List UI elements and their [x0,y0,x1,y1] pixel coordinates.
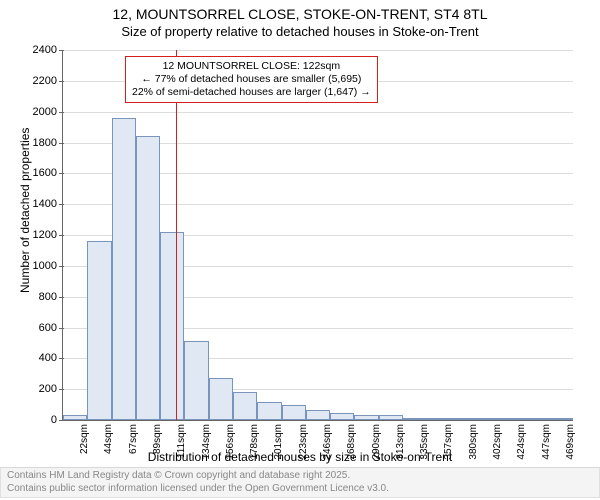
chart-container: 12, MOUNTSORREL CLOSE, STOKE-ON-TRENT, S… [0,0,600,500]
y-tick-label: 2200 [33,75,63,87]
chart-subtitle: Size of property relative to detached ho… [0,24,600,39]
y-tick-label: 2400 [33,44,63,56]
x-tick-label: 67sqm [128,420,139,454]
y-tick-label: 200 [39,383,63,395]
histogram-bar [160,232,184,420]
histogram-bar [209,378,233,420]
chart-title: 12, MOUNTSORREL CLOSE, STOKE-ON-TRENT, S… [0,0,600,22]
plot-region: 0200400600800100012001400160018002000220… [62,50,573,421]
y-tick-label: 0 [51,414,63,426]
y-axis-label: Number of detached properties [18,128,32,293]
y-tick-label: 1800 [33,137,63,149]
y-tick-label: 1600 [33,167,63,179]
histogram-bar [282,405,306,420]
histogram-bar [112,118,136,420]
histogram-bar [306,410,330,420]
x-axis-label: Distribution of detached houses by size … [0,450,600,464]
annotation-box: 12 MOUNTSORREL CLOSE: 122sqm← 77% of det… [125,56,378,103]
y-tick-label: 400 [39,352,63,364]
x-tick-label: 44sqm [103,420,114,454]
histogram-bar [330,413,354,420]
y-tick-label: 1400 [33,198,63,210]
annotation-line: 12 MOUNTSORREL CLOSE: 122sqm [132,60,371,73]
footer-line: Contains public sector information licen… [7,483,593,496]
reference-line [176,50,177,420]
y-tick-label: 2000 [33,106,63,118]
annotation-line: 22% of semi-detached houses are larger (… [132,86,371,99]
x-tick-label: 22sqm [79,420,90,454]
gridline [63,112,573,113]
histogram-bar [257,402,281,421]
histogram-bar [136,136,160,420]
y-tick-label: 1200 [33,229,63,241]
histogram-bar [184,341,208,420]
footer-line: Contains HM Land Registry data © Crown c… [7,470,593,483]
y-tick-label: 600 [39,322,63,334]
chart-area: 0200400600800100012001400160018002000220… [62,50,572,420]
y-tick-label: 800 [39,291,63,303]
annotation-line: ← 77% of detached houses are smaller (5,… [132,73,371,86]
x-tick-label: 89sqm [152,420,163,454]
attribution-footer: Contains HM Land Registry data © Crown c… [0,467,600,498]
histogram-bar [233,392,257,420]
histogram-bar [87,241,111,420]
gridline [63,50,573,51]
y-tick-label: 1000 [33,260,63,272]
